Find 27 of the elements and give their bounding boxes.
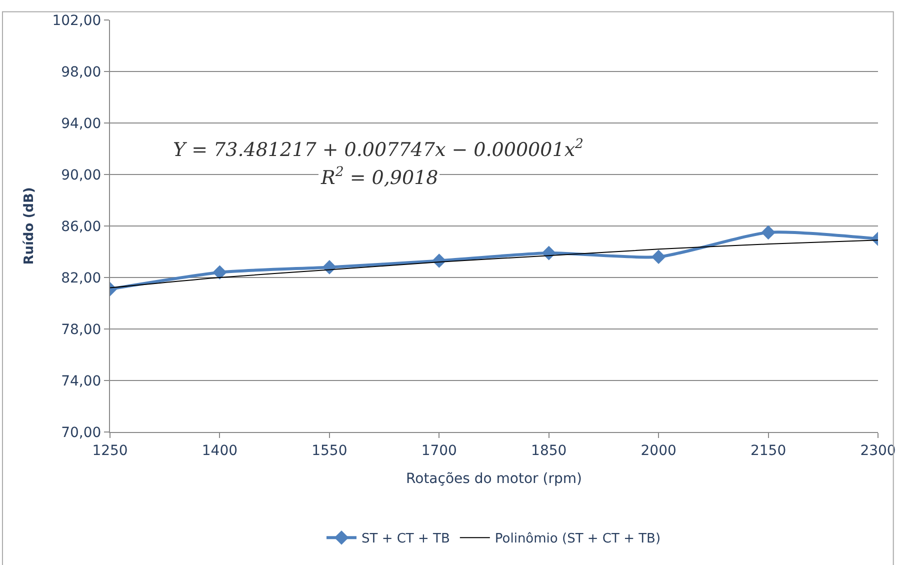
point [651, 250, 666, 264]
x-tick-label: 1250 [92, 442, 128, 459]
x-tick-label: 1550 [312, 442, 348, 459]
y-tick-label: 102,00 [52, 12, 102, 29]
x-tick-label: 1400 [202, 442, 238, 459]
x-tick-label: 2150 [750, 442, 786, 459]
x-tick-label: 2000 [640, 442, 676, 459]
x-axis-title: Rotações do motor (rpm) [406, 471, 582, 488]
y-tick-label: 90,00 [61, 167, 102, 184]
x-tick-label: 1850 [531, 442, 567, 459]
point [761, 225, 776, 240]
y-axis-title: Ruído (dB) [22, 187, 38, 265]
x-tick-label: 2300 [860, 442, 896, 459]
x-tick-label: 1700 [421, 442, 457, 459]
y-tick-label: 70,00 [61, 424, 102, 441]
point [322, 260, 337, 274]
y-tick-label: 78,00 [61, 322, 102, 338]
legend-label: Polinômio (ST + CT + TB) [494, 532, 661, 547]
y-tick-label: 74,00 [61, 373, 102, 390]
y-tick-label: 86,00 [61, 218, 102, 235]
y-tick-label: 82,00 [61, 270, 102, 286]
annotation: R$^{2}$ = 0,9018 [320, 165, 438, 189]
y-tick-label: 98,00 [61, 64, 102, 80]
legend-label: ST + CT + TB [362, 532, 450, 547]
y-tick-label: 94,00 [61, 116, 102, 132]
annotation: Y = 73.481217 + 0.007747x − 0.000001x$^{2}$ [173, 137, 584, 161]
point [212, 265, 227, 280]
